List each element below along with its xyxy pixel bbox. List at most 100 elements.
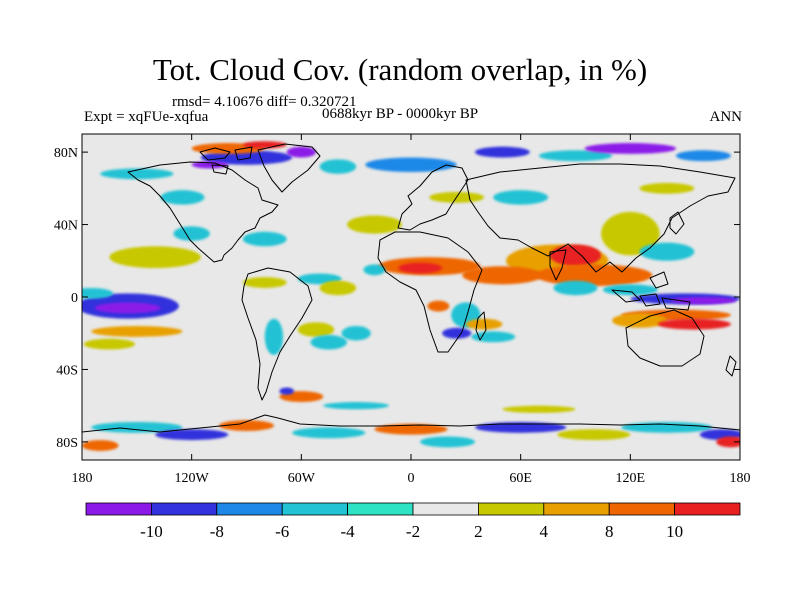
- colorbar-label: 4: [540, 522, 549, 541]
- anomaly-patch: [716, 436, 740, 448]
- coastline-greenland: [257, 143, 321, 193]
- coastline-india: [549, 249, 567, 281]
- anomaly-patch: [109, 246, 201, 269]
- anomaly-patch: [83, 338, 136, 350]
- lon-tick-label: 0: [408, 471, 415, 486]
- anomaly-patch: [420, 436, 475, 448]
- anomaly-patch: [502, 405, 576, 413]
- anomaly-patch: [341, 325, 371, 341]
- colorbar-label: -10: [140, 522, 163, 541]
- anomaly-patch: [242, 141, 287, 149]
- colorbar: -10 -8 -6 -4 -2 2 4 8 10: [85, 502, 741, 541]
- anomaly-patch: [91, 421, 183, 433]
- anomaly-patch: [557, 429, 631, 441]
- anomaly-patch: [621, 421, 713, 433]
- anomaly-patch: [639, 182, 695, 194]
- anomaly-patch: [676, 150, 731, 162]
- coastline-new-zealand: [725, 355, 737, 377]
- anomaly-patch: [100, 168, 174, 180]
- colorbar-swatch: [412, 502, 479, 516]
- anomaly-patch: [465, 318, 503, 330]
- lat-tick-label: 40N: [54, 219, 78, 234]
- anomaly-patch: [670, 297, 737, 305]
- anomaly-patch: [535, 264, 653, 287]
- colorbar-swatch: [608, 502, 676, 516]
- lon-tick-label: 120W: [175, 471, 210, 486]
- longitude-axis: 180 120W 60W 0 60E 120E 180: [72, 134, 751, 486]
- colorbar-label: 2: [474, 522, 483, 541]
- anomaly-patch: [200, 150, 293, 165]
- anomaly-patch: [160, 190, 205, 205]
- anomaly-patch: [347, 215, 402, 234]
- colorbar-label: -8: [210, 522, 224, 541]
- lat-tick-label: 0: [71, 291, 78, 306]
- colorbar-swatch: [543, 502, 610, 516]
- colorbar-swatch: [216, 502, 283, 516]
- anomaly-patch: [365, 157, 457, 173]
- anomaly-patch: [242, 277, 287, 288]
- coastline-australia: [625, 309, 705, 367]
- anomaly-patch: [297, 322, 335, 337]
- season-label: ANN: [709, 109, 743, 125]
- anomaly-patch: [319, 280, 357, 296]
- anomaly-patch: [602, 284, 658, 296]
- anomaly-patch: [319, 159, 357, 174]
- anomaly-patch: [493, 190, 549, 205]
- colorbar-label: 10: [666, 522, 683, 541]
- colorbar-label: 8: [605, 522, 614, 541]
- anomaly-patch: [442, 327, 472, 339]
- map-background: [82, 134, 740, 460]
- colorbar-swatch: [281, 502, 349, 516]
- colorbar-swatch: [150, 502, 218, 516]
- anomaly-patch: [173, 226, 210, 241]
- coastline-madagascar: [475, 311, 487, 341]
- anomaly-patch: [286, 146, 316, 158]
- colorbar-label: -4: [341, 522, 356, 541]
- anomaly-patch: [657, 318, 731, 330]
- colorbar-swatch: [85, 502, 152, 516]
- lon-tick-label: 120E: [616, 471, 646, 486]
- anomaly-patch: [601, 211, 660, 256]
- anomaly-patch: [82, 440, 119, 451]
- anomaly-patch: [242, 231, 287, 247]
- anomaly-patch: [279, 387, 295, 395]
- anomaly-patch: [471, 331, 516, 343]
- coastline-south-america: [241, 267, 313, 401]
- lon-tick-label: 180: [72, 471, 93, 486]
- anomaly-field: [82, 141, 740, 451]
- lon-tick-label: 180: [730, 471, 751, 486]
- period-label: 0688kyr BP - 0000kyr BP: [322, 106, 479, 122]
- lon-tick-label: 60W: [288, 471, 316, 486]
- anomaly-patch: [292, 427, 366, 439]
- coastline-japan: [669, 211, 685, 235]
- anomaly-patch: [474, 421, 567, 433]
- coastlines: [82, 143, 740, 433]
- anomaly-patch: [427, 300, 450, 312]
- anomaly-patch: [94, 302, 161, 314]
- colorbar-swatch: [674, 502, 741, 516]
- colorbar-label: -6: [275, 522, 289, 541]
- anomaly-patch: [474, 146, 530, 158]
- coastline-europe: [397, 164, 469, 231]
- anomaly-patch: [612, 313, 667, 328]
- lat-tick-label: 40S: [56, 363, 78, 378]
- colorbar-swatch: [347, 502, 414, 516]
- anomaly-patch: [549, 244, 602, 267]
- anomaly-patch: [82, 287, 114, 299]
- lat-tick-label: 80N: [54, 146, 78, 161]
- coastline-indonesia: [611, 271, 691, 311]
- figure-title: Tot. Cloud Cov. (random overlap, in %): [152, 52, 648, 87]
- anomaly-patch: [639, 242, 695, 261]
- coastline-asia: [465, 163, 736, 273]
- anomaly-patch: [553, 280, 598, 296]
- anomaly-patch: [91, 325, 183, 337]
- coastline-arctic-islands: [199, 146, 253, 175]
- anomaly-patch: [191, 161, 229, 169]
- colorbar-swatch: [477, 502, 545, 516]
- coastline-north-america: [127, 161, 279, 263]
- anomaly-patch: [155, 429, 229, 441]
- anomaly-patch: [398, 262, 443, 274]
- anomaly-patch: [264, 318, 284, 355]
- coastline-antarctica: [82, 414, 740, 433]
